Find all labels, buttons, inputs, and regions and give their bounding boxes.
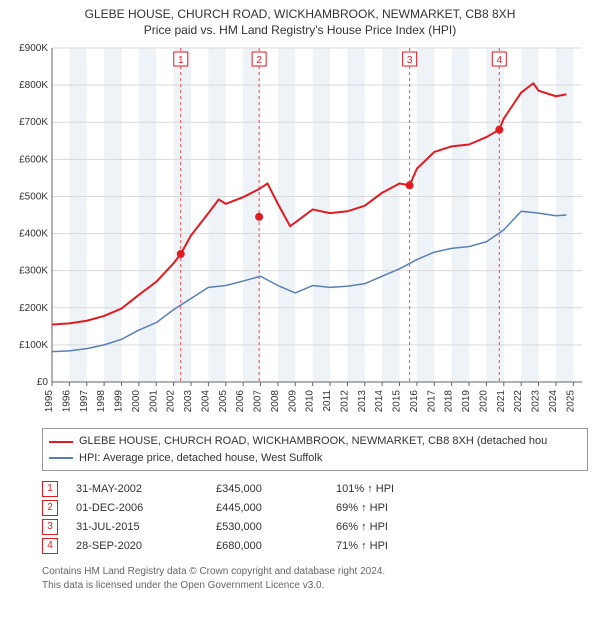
svg-text:2009: 2009 xyxy=(287,390,298,413)
sale-price: £345,000 xyxy=(216,483,336,495)
svg-text:£700K: £700K xyxy=(19,118,48,129)
svg-text:4: 4 xyxy=(497,55,503,66)
footer-attribution: Contains HM Land Registry data © Crown c… xyxy=(42,565,588,593)
legend-label: HPI: Average price, detached house, West… xyxy=(79,450,322,467)
svg-text:1999: 1999 xyxy=(114,390,125,413)
svg-text:2021: 2021 xyxy=(496,390,507,413)
svg-text:£500K: £500K xyxy=(19,192,48,203)
legend-swatch xyxy=(49,441,73,443)
svg-text:2006: 2006 xyxy=(235,390,246,413)
svg-text:1996: 1996 xyxy=(61,390,72,413)
svg-text:2014: 2014 xyxy=(374,390,385,413)
svg-text:2011: 2011 xyxy=(322,390,333,412)
svg-text:2000: 2000 xyxy=(131,390,142,413)
svg-text:2015: 2015 xyxy=(392,390,403,413)
svg-text:3: 3 xyxy=(407,55,413,66)
svg-text:2025: 2025 xyxy=(565,390,576,413)
sale-date: 31-MAY-2002 xyxy=(76,483,216,495)
svg-text:2004: 2004 xyxy=(200,390,211,413)
legend-swatch xyxy=(49,457,73,459)
svg-text:1997: 1997 xyxy=(79,390,90,413)
svg-text:2024: 2024 xyxy=(548,390,559,413)
svg-text:2005: 2005 xyxy=(218,390,229,413)
svg-text:2013: 2013 xyxy=(357,390,368,413)
svg-text:£900K: £900K xyxy=(19,43,48,54)
sales-table: 1 31-MAY-2002£345,000101% ↑ HPI 2 01-DEC-20… xyxy=(42,479,588,555)
svg-text:2019: 2019 xyxy=(461,390,472,413)
legend-item: HPI: Average price, detached house, West… xyxy=(49,450,581,467)
sale-marker: 2 xyxy=(42,500,58,516)
sale-date: 31-JUL-2015 xyxy=(76,521,216,533)
sale-row: 4 28-SEP-2020£680,00071% ↑ HPI xyxy=(42,536,588,555)
svg-text:2010: 2010 xyxy=(305,390,316,413)
svg-text:2: 2 xyxy=(256,55,262,66)
svg-text:2023: 2023 xyxy=(531,390,542,413)
sale-marker: 1 xyxy=(42,481,58,497)
sale-date: 01-DEC-2006 xyxy=(76,502,216,514)
svg-text:2016: 2016 xyxy=(409,390,420,413)
svg-text:2008: 2008 xyxy=(270,390,281,413)
legend-label: GLEBE HOUSE, CHURCH ROAD, WICKHAMBROOK, … xyxy=(79,433,547,450)
footer-line1: Contains HM Land Registry data © Crown c… xyxy=(42,565,588,579)
sale-price: £680,000 xyxy=(216,540,336,552)
svg-text:£100K: £100K xyxy=(19,340,48,351)
svg-text:2020: 2020 xyxy=(478,390,489,413)
svg-text:£400K: £400K xyxy=(19,229,48,240)
svg-text:1: 1 xyxy=(178,55,184,66)
sale-marker: 4 xyxy=(42,538,58,554)
sale-pct: 71% ↑ HPI xyxy=(336,540,456,552)
svg-text:2001: 2001 xyxy=(148,390,159,413)
sale-price: £530,000 xyxy=(216,521,336,533)
sale-row: 1 31-MAY-2002£345,000101% ↑ HPI xyxy=(42,479,588,498)
legend: GLEBE HOUSE, CHURCH ROAD, WICKHAMBROOK, … xyxy=(42,428,588,471)
legend-item: GLEBE HOUSE, CHURCH ROAD, WICKHAMBROOK, … xyxy=(49,433,581,450)
svg-text:1998: 1998 xyxy=(96,390,107,413)
sale-pct: 66% ↑ HPI xyxy=(336,521,456,533)
title-line2: Price paid vs. HM Land Registry's House … xyxy=(0,22,600,38)
sale-marker: 3 xyxy=(42,519,58,535)
svg-text:£600K: £600K xyxy=(19,155,48,166)
svg-text:£200K: £200K xyxy=(19,303,48,314)
sale-row: 3 31-JUL-2015£530,00066% ↑ HPI xyxy=(42,517,588,536)
svg-text:£0: £0 xyxy=(37,377,49,388)
svg-text:2022: 2022 xyxy=(513,390,524,413)
chart-title: GLEBE HOUSE, CHURCH ROAD, WICKHAMBROOK, … xyxy=(0,0,600,38)
sale-pct: 101% ↑ HPI xyxy=(336,483,456,495)
sale-date: 28-SEP-2020 xyxy=(76,540,216,552)
svg-text:£800K: £800K xyxy=(19,80,48,91)
svg-text:2002: 2002 xyxy=(166,390,177,413)
sale-price: £445,000 xyxy=(216,502,336,514)
svg-text:2018: 2018 xyxy=(444,390,455,413)
sale-pct: 69% ↑ HPI xyxy=(336,502,456,514)
svg-text:2017: 2017 xyxy=(426,390,437,413)
svg-text:1995: 1995 xyxy=(44,390,55,413)
svg-text:2012: 2012 xyxy=(339,390,350,413)
svg-text:£300K: £300K xyxy=(19,266,48,277)
price-chart: £0 £100K £200K £300K £400K £500K £600K £700K £80… xyxy=(10,42,590,422)
svg-text:2003: 2003 xyxy=(183,390,194,413)
sale-row: 2 01-DEC-2006£445,00069% ↑ HPI xyxy=(42,498,588,517)
title-line1: GLEBE HOUSE, CHURCH ROAD, WICKHAMBROOK, … xyxy=(85,7,516,21)
footer-line2: This data is licensed under the Open Gov… xyxy=(42,579,588,593)
svg-text:2007: 2007 xyxy=(253,390,264,413)
